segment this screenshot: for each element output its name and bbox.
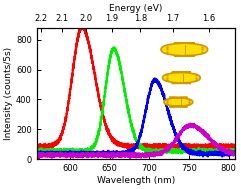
Y-axis label: Intensity (counts/5s): Intensity (counts/5s)	[4, 47, 13, 140]
X-axis label: Wavelength (nm): Wavelength (nm)	[97, 176, 175, 185]
FancyBboxPatch shape	[162, 72, 200, 83]
X-axis label: Energy (eV): Energy (eV)	[109, 4, 162, 13]
FancyBboxPatch shape	[161, 43, 208, 56]
FancyBboxPatch shape	[164, 98, 193, 107]
